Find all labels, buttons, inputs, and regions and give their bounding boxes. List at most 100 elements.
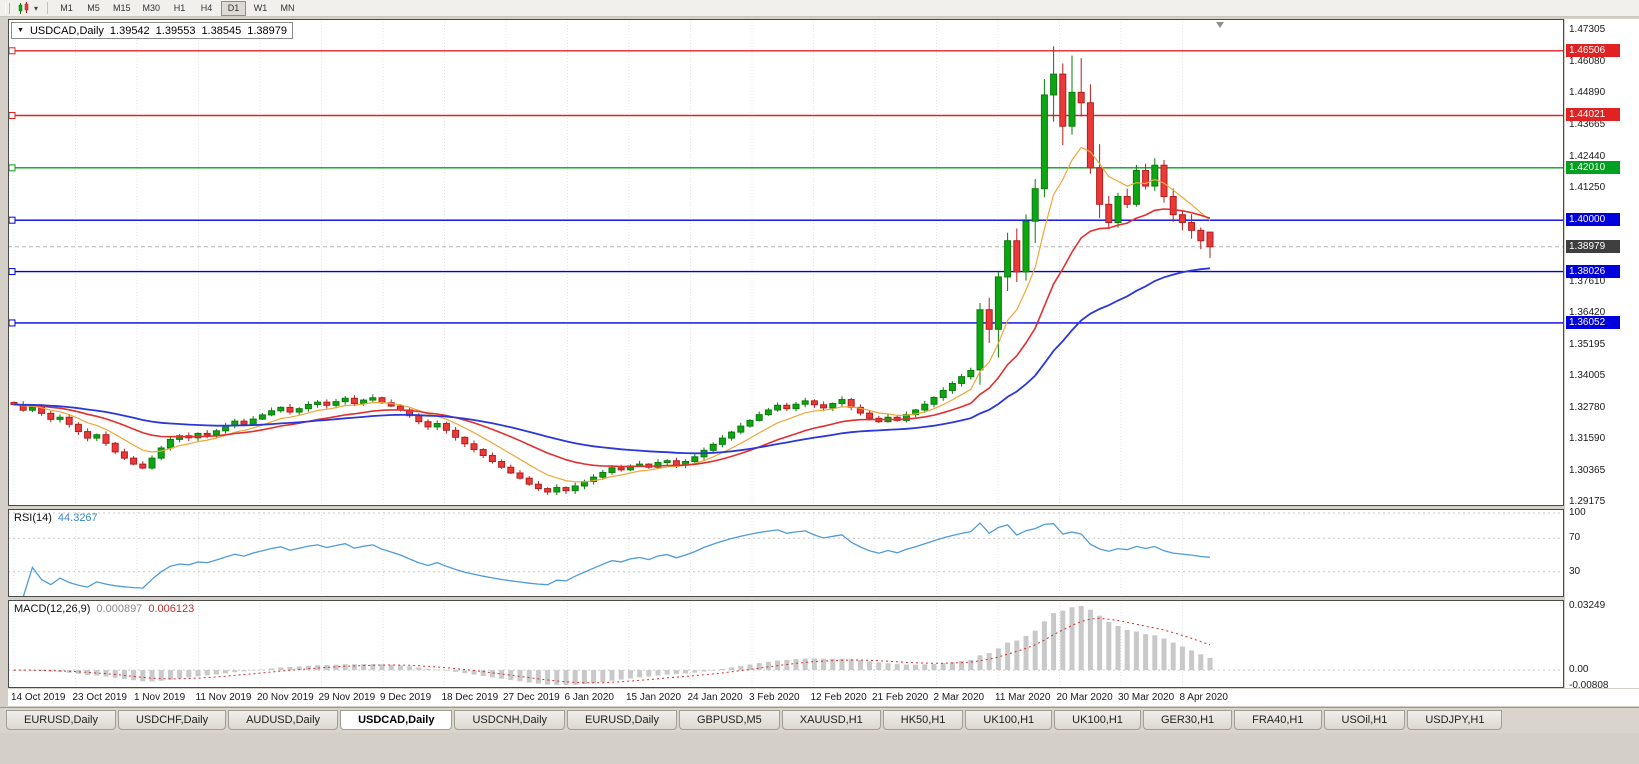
macd-signal-line (14, 617, 1211, 684)
chart-type-dropdown-icon[interactable]: ▾ (34, 3, 39, 13)
price-axis-label: 1.41250 (1569, 181, 1606, 193)
price-level-badge: 1.36052 (1566, 315, 1620, 329)
price-axis-label: 1.42440 (1569, 150, 1606, 162)
macd-name: MACD(12,26,9) (14, 603, 91, 615)
date-axis-label: 6 Jan 2020 (564, 692, 615, 703)
date-axis-label: 27 Dec 2019 (503, 692, 560, 703)
chart-tab-xauusd-h1[interactable]: XAUUSD,H1 (781, 710, 881, 730)
price-axis-label: 1.47305 (1569, 24, 1606, 35)
chart-tab-uk100-h1[interactable]: UK100,H1 (965, 710, 1053, 730)
rsi-canvas[interactable] (8, 509, 1564, 597)
horizontal-levels[interactable] (8, 47, 1564, 327)
timeframe-button-h4[interactable]: H4 (194, 1, 219, 16)
macd-axis-label: 0.03249 (1569, 600, 1606, 611)
price-axis-label: 1.37610 (1569, 276, 1606, 288)
date-axis-label: 11 Mar 2020 (995, 692, 1051, 703)
date-axis-label: 24 Jan 2020 (687, 692, 743, 703)
price-level-badge: 1.42010 (1566, 160, 1620, 174)
toolbar-grip[interactable] (5, 2, 10, 14)
price-level-badge: 1.44021 (1566, 108, 1620, 122)
price-level-badge: 1.40000 (1566, 213, 1620, 227)
timeframe-button-mn[interactable]: MN (275, 1, 300, 16)
rsi-indicator-label: RSI(14) 44.3267 (14, 512, 98, 524)
date-axis-label: 8 Apr 2020 (1179, 692, 1228, 703)
date-axis-label: 20 Mar 2020 (1056, 692, 1113, 703)
macd-axis-label: -0.00808 (1569, 680, 1609, 691)
chart-tab-usdjpy-h1[interactable]: USDJPY,H1 (1407, 710, 1503, 730)
current-price-badge: 1.38979 (1566, 239, 1620, 253)
price-axis-label: 1.36420 (1569, 307, 1606, 319)
timeframe-button-m30[interactable]: M30 (138, 1, 166, 16)
date-axis-label: 3 Feb 2020 (749, 692, 800, 703)
date-axis-label: 21 Feb 2020 (872, 692, 929, 703)
main-chart-canvas[interactable] (8, 19, 1564, 506)
timeframe-button-m1[interactable]: M1 (54, 1, 79, 16)
symbol-dropdown-icon[interactable]: ▼ (17, 27, 24, 34)
price-axis-label: 1.35195 (1569, 339, 1606, 351)
macd-histogram (11, 606, 1213, 686)
macd-canvas[interactable] (8, 600, 1564, 688)
date-axis-label: 23 Oct 2019 (72, 692, 127, 703)
ohlc-high: 1.39553 (155, 24, 196, 37)
top-toolbar: ▾ M1 M5 M15 M30 H1 H4 D1 W1 MN (0, 0, 1639, 17)
timeframe-toolbar: M1 M5 M15 M30 H1 H4 D1 W1 MN (53, 0, 301, 16)
chart-tab-fra40-h1[interactable]: FRA40,H1 (1234, 710, 1322, 730)
date-axis-label: 15 Jan 2020 (626, 692, 682, 703)
chart-tab-eurusd-daily[interactable]: EURUSD,Daily (567, 710, 677, 730)
macd-signal-value: 0.006123 (148, 603, 195, 615)
chart-shift-marker[interactable] (1216, 22, 1224, 28)
ohlc-open: 1.39542 (109, 24, 150, 37)
price-axis[interactable]: 1.47305 1.46080 1.44890 1.43665 1.42440 1.412… (1565, 19, 1639, 691)
price-axis-label: 1.32780 (1569, 402, 1606, 414)
rsi-axis-label: 70 (1569, 532, 1581, 544)
chart-tab-audusd-daily[interactable]: AUDUSD,Daily (228, 710, 339, 730)
rsi-value: 44.3267 (57, 512, 98, 524)
timeframe-button-d1[interactable]: D1 (221, 0, 247, 16)
rsi-panel[interactable] (8, 509, 1564, 597)
chart-tab-usdcnh-daily[interactable]: USDCNH,Daily (454, 710, 566, 730)
date-axis-label: 12 Feb 2020 (810, 692, 867, 703)
price-level-badge: 1.46506 (1566, 43, 1620, 57)
ohlc-close: 1.38979 (247, 24, 287, 37)
toolbar-separator (47, 2, 49, 14)
chart-tab-uk100-h1[interactable]: UK100,H1 (1054, 710, 1141, 730)
chart-ohlc-readout: ▼ USDCAD,Daily 1.39542 1.39553 1.38545 1… (11, 22, 293, 39)
chart-tab-usoil-h1[interactable]: USOil,H1 (1323, 710, 1406, 730)
chart-type-icon[interactable] (15, 1, 33, 16)
timeframe-button-h1[interactable]: H1 (167, 1, 192, 16)
price-level-badge: 1.38026 (1566, 264, 1620, 278)
timeframe-button-m15[interactable]: M15 (108, 1, 136, 16)
chart-symbol-label: USDCAD,Daily (29, 24, 104, 37)
date-axis-label: 2 Mar 2020 (933, 692, 985, 703)
chart-tab-gbpusd-m5[interactable]: GBPUSD,M5 (679, 710, 780, 730)
chart-tab-ger30-h1[interactable]: GER30,H1 (1142, 710, 1233, 730)
date-axis-label: 20 Nov 2019 (257, 692, 314, 703)
price-axis-label: 1.30365 (1569, 465, 1606, 477)
ohlc-low: 1.38545 (201, 24, 242, 37)
date-axis-label: 30 Mar 2020 (1118, 692, 1175, 703)
rsi-axis-label: 100 (1569, 507, 1586, 518)
main-chart-panel[interactable] (8, 19, 1564, 506)
chart-tab-usdcad-daily[interactable]: USDCAD,Daily (340, 710, 453, 730)
price-axis-label: 1.46080 (1569, 55, 1606, 67)
rsi-name: RSI(14) (14, 512, 52, 524)
price-axis-label: 1.44890 (1569, 86, 1606, 98)
price-axis-label: 1.43665 (1569, 118, 1606, 130)
time-axis[interactable]: 14 Oct 2019 23 Oct 2019 1 Nov 2019 11 Nov 2… (8, 689, 1639, 706)
date-axis-label: 29 Nov 2019 (318, 692, 376, 703)
chart-tab-usdchf-daily[interactable]: USDCHF,Daily (117, 710, 227, 730)
timeframe-button-m5[interactable]: M5 (81, 1, 106, 16)
macd-main-value: 0.000897 (96, 603, 143, 615)
macd-axis-label: 0.00 (1569, 664, 1589, 676)
timeframe-button-w1[interactable]: W1 (248, 1, 273, 16)
macd-panel[interactable] (8, 600, 1564, 688)
candlestick-chart-icon (18, 1, 29, 14)
chart-tab-hk50-h1[interactable]: HK50,H1 (882, 710, 964, 730)
price-axis-label: 1.29175 (1569, 496, 1606, 507)
rsi-line (22, 522, 1211, 597)
date-axis-label: 14 Oct 2019 (11, 692, 66, 703)
chart-tab-eurusd-daily[interactable]: EURUSD,Daily (6, 710, 116, 730)
rsi-axis-label: 30 (1569, 565, 1581, 577)
chart-tabs-bar: EURUSD,Daily USDCHF,Daily AUDUSD,Daily USDC… (0, 707, 1639, 733)
